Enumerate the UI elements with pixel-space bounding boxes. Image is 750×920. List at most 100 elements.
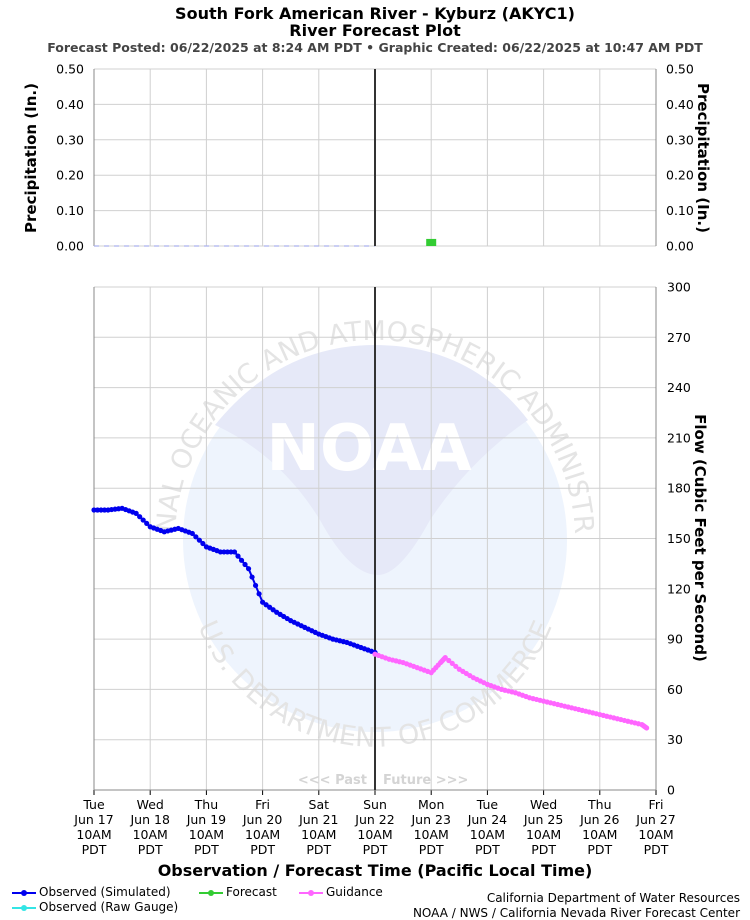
x-tick-label: Sun — [363, 797, 387, 812]
flow-data-point — [133, 510, 139, 516]
x-tick-label: PDT — [82, 842, 107, 857]
flow-data-point — [446, 657, 452, 664]
flow-tick-label: 300 — [667, 280, 691, 295]
legend-forecast-label: Forecast — [226, 885, 277, 899]
credit-dwr: California Department of Water Resources — [486, 891, 740, 905]
x-tick-label: PDT — [194, 842, 219, 857]
precip-tick-label-left: 0.30 — [56, 132, 84, 147]
legend-guidance: Guidance — [299, 885, 383, 899]
x-tick-label: Jun 20 — [242, 812, 282, 827]
x-tick-label: Wed — [137, 797, 164, 812]
flow-data-point — [140, 517, 146, 523]
x-tick-label: 10AM — [301, 827, 336, 842]
x-tick-label: 10AM — [245, 827, 280, 842]
flow-data-point — [453, 663, 459, 669]
flow-data-point — [238, 557, 245, 563]
x-tick-label: PDT — [587, 842, 612, 857]
precip-tick-label-right: 0.40 — [666, 97, 694, 112]
flow-data-point — [442, 654, 448, 661]
legend-observed-raw-label: Observed (Raw Gauge) — [39, 900, 179, 914]
x-tick-label: Fri — [649, 797, 664, 812]
legend-guidance-swatch — [299, 889, 323, 896]
legend-observed-raw: Observed (Raw Gauge) — [12, 900, 178, 914]
flow-tick-label: 0 — [667, 783, 675, 798]
flow-tick-label: 270 — [667, 330, 691, 345]
x-tick-label: PDT — [138, 842, 163, 857]
x-tick-label: Fri — [255, 797, 270, 812]
noaa-watermark: NOAA NATIONAL OCEANIC AND ATMOSPHERIC AD… — [0, 0, 599, 754]
precip-tick-label-right: 0.50 — [666, 62, 694, 77]
credits: California Department of Water Resources… — [413, 891, 740, 920]
precip-tick-label-left: 0.50 — [56, 62, 84, 77]
legend-forecast-swatch — [199, 889, 223, 896]
flow-data-point — [242, 561, 248, 568]
flow-data-point — [252, 582, 259, 589]
x-tick-label: PDT — [363, 842, 388, 857]
legend-observed-simulated: Observed (Simulated) — [12, 885, 171, 899]
credit-cnrfc: NOAA / NWS / California Nevada River For… — [412, 905, 740, 920]
x-tick-label: 10AM — [582, 827, 617, 842]
flow-tick-label: 90 — [667, 632, 683, 647]
legend-guidance-label: Guidance — [326, 885, 383, 899]
legend-observed-simulated-label: Observed (Simulated) — [39, 885, 171, 899]
flow-data-point — [245, 566, 252, 572]
x-tick-label: Jun 21 — [298, 812, 338, 827]
x-tick-label: 10AM — [189, 827, 224, 842]
precip-tick-label-left: 0.10 — [56, 203, 84, 218]
flow-data-point — [235, 553, 241, 559]
x-tick-label: 10AM — [414, 827, 449, 842]
precip-axis-title-left: Precipitation (In.) — [22, 83, 40, 233]
x-tick-label: PDT — [419, 842, 444, 857]
x-tick-label: Jun 23 — [410, 812, 450, 827]
flow-tick-label: 120 — [667, 581, 691, 596]
x-tick-label: Thu — [587, 797, 611, 812]
flow-data-point — [189, 530, 195, 537]
flow-data-point — [196, 537, 202, 543]
flow-tick-label: 30 — [667, 732, 683, 747]
flow-data-point — [193, 534, 199, 540]
x-tick-label: Jun 24 — [467, 812, 507, 827]
x-tick-label: Tue — [82, 797, 105, 812]
x-tick-label: Sat — [309, 797, 330, 812]
posted-info: Forecast Posted: 06/22/2025 at 8:24 AM P… — [47, 40, 703, 55]
x-tick-label: Jun 25 — [523, 812, 563, 827]
flow-tick-label: 180 — [667, 481, 691, 496]
x-tick-label: Wed — [530, 797, 557, 812]
x-tick-label: PDT — [531, 842, 556, 857]
flow-tick-label: 210 — [667, 430, 691, 445]
x-axis-title: Observation / Forecast Time (Pacific Loc… — [158, 861, 593, 880]
precip-tick-label-right: 0.10 — [666, 203, 694, 218]
x-tick-label: PDT — [475, 842, 500, 857]
x-tick-label: Jun 17 — [73, 812, 113, 827]
chart-subtitle: River Forecast Plot — [289, 21, 461, 40]
precip-tick-label-left: 0.40 — [56, 97, 84, 112]
forecast-precip-bar — [426, 238, 437, 246]
precip-tick-label-left: 0.20 — [56, 168, 84, 183]
flow-tick-label: 240 — [667, 380, 691, 395]
x-tick-label: Mon — [418, 797, 444, 812]
x-tick-label: 10AM — [526, 827, 561, 842]
flow-data-point — [200, 540, 206, 547]
flow-data-point — [144, 520, 150, 527]
legend-observed-simulated-swatch — [12, 889, 36, 896]
precip-tick-label-right: 0.00 — [666, 239, 694, 254]
flow-data-point — [256, 591, 262, 597]
x-tick-label: 10AM — [638, 827, 673, 842]
precip-tick-label-left: 0.00 — [56, 239, 84, 254]
watermark-bird — [215, 345, 528, 575]
flow-data-point — [231, 549, 238, 555]
x-tick-label: Thu — [194, 797, 218, 812]
x-tick-label: Jun 19 — [186, 812, 226, 827]
x-tick-label: Jun 27 — [635, 812, 675, 827]
flow-data-point — [449, 660, 455, 667]
precip-tick-label-right: 0.20 — [666, 168, 694, 183]
x-tick-label: Tue — [476, 797, 499, 812]
x-tick-label: Jun 26 — [579, 812, 619, 827]
flow-data-point — [137, 514, 143, 520]
flow-data-point — [644, 725, 650, 731]
x-tick-label: 10AM — [470, 827, 505, 842]
watermark-logo: NOAA — [266, 412, 472, 486]
precipitation-panel: 0.00 0.00 0.10 0.10 0.20 0.20 0.30 0.30 0.40 0.40… — [56, 62, 694, 254]
